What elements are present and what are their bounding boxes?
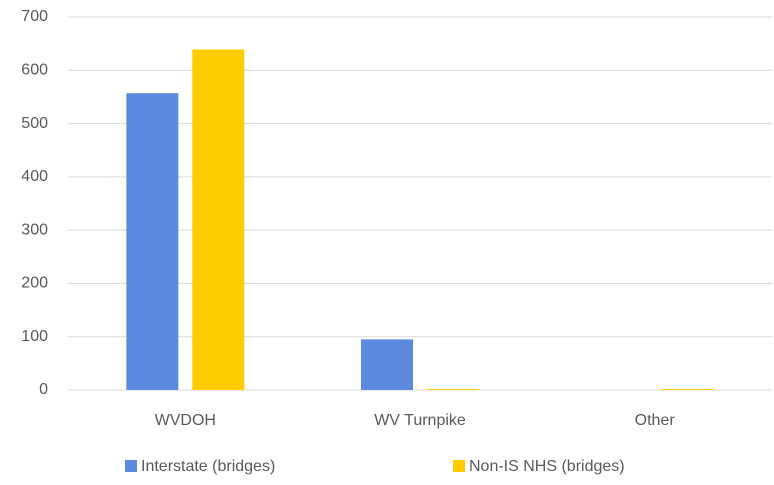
y-tick-label: 200 <box>21 275 48 292</box>
legend-swatch <box>125 460 137 472</box>
legend-label: Non-IS NHS (bridges) <box>469 458 625 475</box>
bar <box>126 93 179 390</box>
y-tick-label: 100 <box>21 328 48 345</box>
y-tick-label: 600 <box>21 62 48 79</box>
y-tick-label: 0 <box>39 381 48 398</box>
x-tick-label: Other <box>635 412 676 429</box>
x-tick-label: WV Turnpike <box>374 412 466 429</box>
y-tick-label: 300 <box>21 221 48 238</box>
y-tick-label: 700 <box>21 8 48 25</box>
y-tick-label: 400 <box>21 168 48 185</box>
x-tick-label: WVDOH <box>155 412 216 429</box>
y-tick-label: 500 <box>21 115 48 132</box>
legend-swatch <box>453 460 465 472</box>
bar <box>361 339 413 390</box>
legend-label: Interstate (bridges) <box>141 458 275 475</box>
bar <box>661 388 714 390</box>
bar <box>192 49 245 391</box>
bar <box>427 388 479 390</box>
